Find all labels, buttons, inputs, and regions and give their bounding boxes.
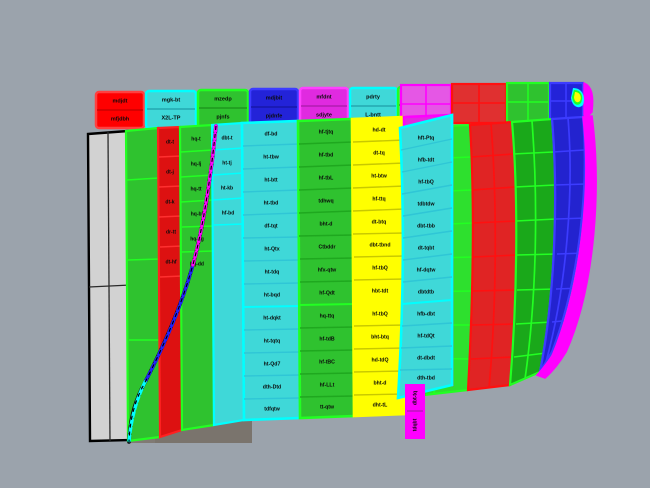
cell-divider [400,138,453,151]
cell-divider [180,149,214,153]
mesh-magenta-trailing[interactable] [535,115,597,379]
cell-divider [158,155,182,158]
cell-divider [399,368,453,371]
cell-divider [352,162,406,166]
cell-divider [353,278,407,281]
cell-divider [242,212,300,216]
top-cap-magenta-tip [583,81,594,122]
cell-divider [402,230,453,239]
strip-panel[interactable] [396,113,454,400]
mesh-line [524,120,537,380]
cell-divider [353,324,407,327]
cell-divider [299,303,355,306]
mesh-line [551,149,588,323]
cell-divider [212,147,244,151]
cell-divider [353,370,407,373]
strip-cyan-right[interactable]: hft-Ptq hfb-tdt hf-tbQ tdbtdw dbt-tbb dt… [396,113,454,400]
cell-divider [299,326,355,329]
cell-divider [402,207,453,217]
cell-divider [299,372,355,375]
dashed-leading-edge-curve[interactable] [127,124,218,444]
mesh-line [545,117,571,363]
cell-divider [401,184,453,195]
spline-segment-magenta[interactable] [190,124,218,270]
cell-divider [242,236,300,239]
cell-divider [243,259,301,262]
cell-divider [353,347,407,350]
cell-divider [299,257,355,260]
cell-divider [159,275,183,278]
cell-divider [352,139,406,143]
cell-divider [181,225,215,228]
cell-divider [243,351,301,354]
cell-divider [299,395,355,398]
cell-divider [212,197,244,201]
cell-divider [242,143,300,147]
cell-divider [401,322,453,327]
cell-divider [158,215,182,218]
mesh-line [512,151,558,358]
cell-divider [353,301,407,304]
cell-divider [242,166,300,170]
cell-divider [243,374,301,377]
cell-divider [298,187,354,191]
mesh-blue-edge[interactable] [538,115,588,373]
spline-dash-overlay [128,125,217,443]
cell-divider [299,280,355,283]
cell-divider [213,223,245,226]
cell-divider [243,328,301,331]
cell-divider [298,234,354,237]
mesh-panel[interactable] [538,115,586,373]
cell-divider [212,172,244,176]
tip-gradient-marker [571,88,584,108]
cell-divider [158,185,182,188]
cell-divider [180,174,214,178]
cell-divider [352,232,406,235]
cell-divider [402,276,453,283]
cell-divider [298,141,354,145]
cell-divider [352,185,406,189]
mesh-line [488,123,497,389]
cell-divider [352,208,406,212]
cell-divider [402,253,453,261]
mesh-line [126,177,161,341]
reference-plate-hline [88,284,131,288]
cell-divider [242,189,300,193]
cell-divider [159,245,183,248]
cell-divider [298,210,354,214]
cell-divider [298,164,354,168]
cell-divider [243,282,301,285]
cell-divider [400,345,453,349]
mesh-line [470,153,518,360]
cell-divider [401,299,453,305]
cell-divider [401,161,453,173]
spline-casing [127,124,218,444]
strip-green-outer[interactable] [124,126,162,443]
cell-divider [353,255,407,258]
cell-divider [243,397,301,400]
cell-divider [243,305,301,308]
cell-divider [299,349,355,352]
